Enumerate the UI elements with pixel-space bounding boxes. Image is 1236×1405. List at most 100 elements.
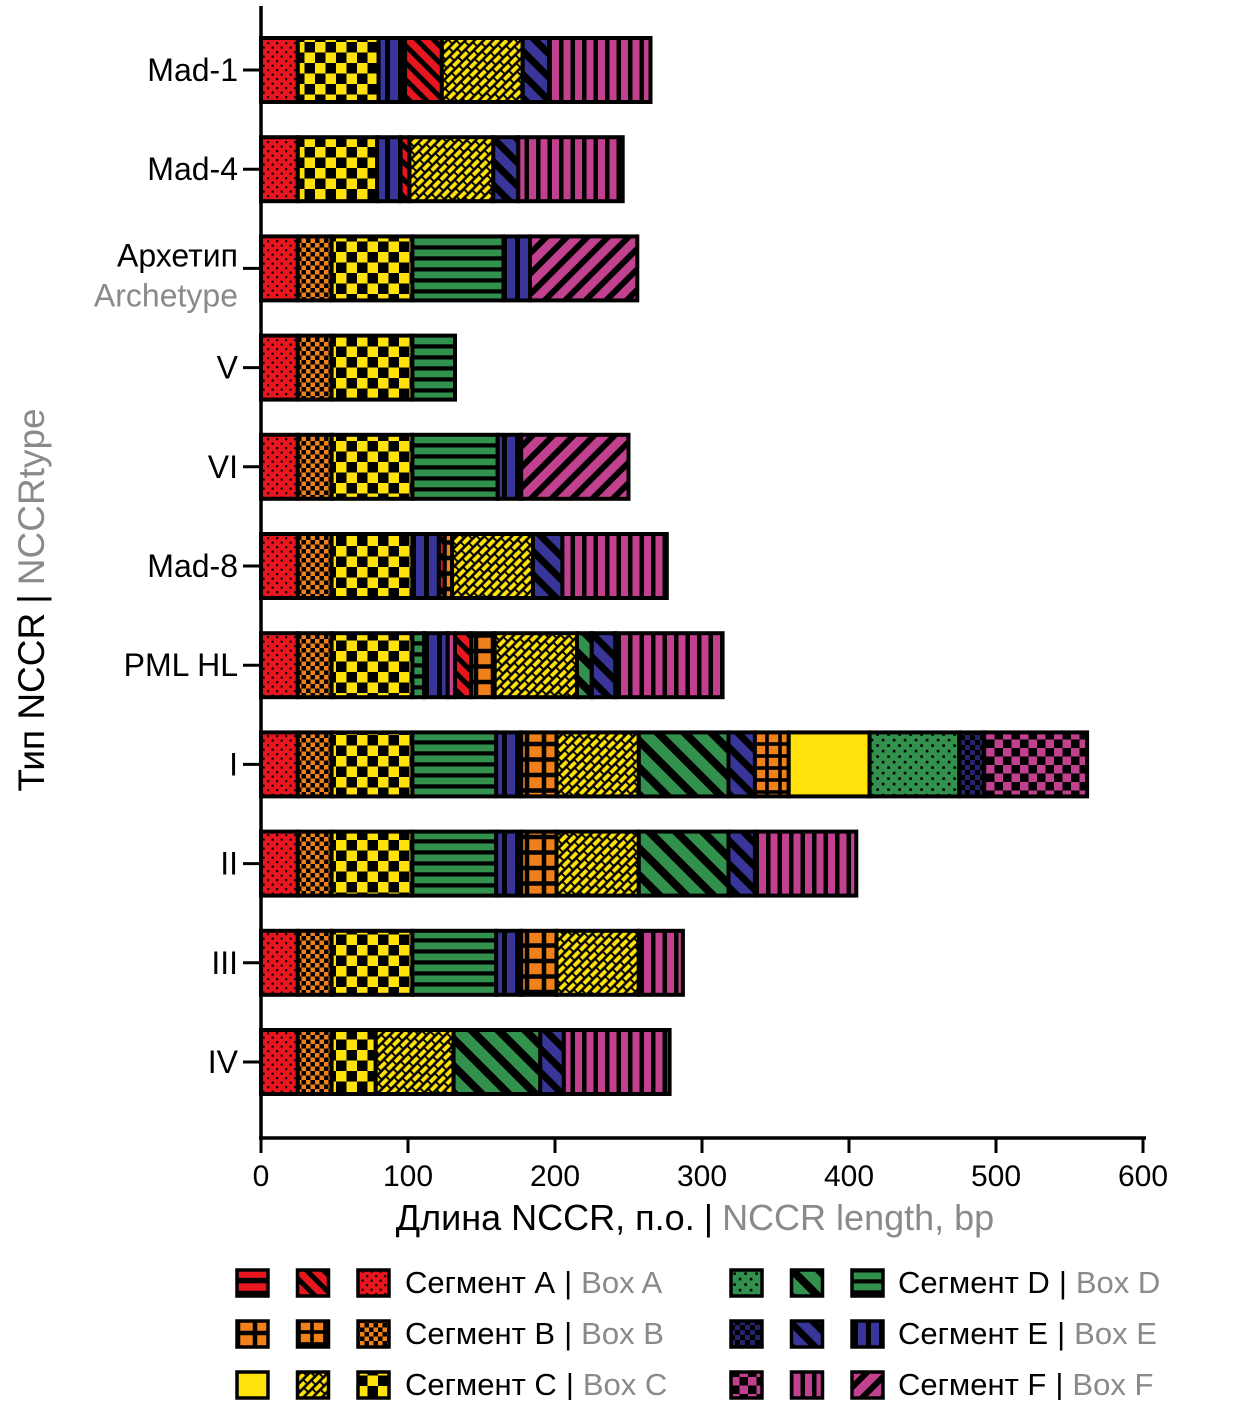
x-axis-title-en: NCCR length, bp xyxy=(722,1197,994,1238)
bar-segment-box-b xyxy=(295,234,334,303)
bar-segment-box-a xyxy=(259,1028,300,1096)
bar-segment-box-b xyxy=(295,1028,334,1096)
y-axis-title-sep: | xyxy=(11,594,52,604)
x-axis-title: Длина NCCR, п.о. | NCCR length, bp xyxy=(396,1197,994,1238)
bar-segment-box-c xyxy=(373,1028,456,1096)
legend-swatch-a-diag xyxy=(295,1268,331,1298)
bar-segment-box-c xyxy=(554,928,641,997)
bar-segment-box-c xyxy=(329,829,415,898)
bar-row xyxy=(259,333,457,402)
bar-segment-box-e xyxy=(531,532,565,600)
bar-segment-box-e xyxy=(376,36,408,104)
bar-segment-box-c xyxy=(295,36,381,104)
legend-label-box-d: Сегмент D | Box D xyxy=(898,1265,1160,1300)
bar-segment-box-e xyxy=(726,829,757,898)
row-label-secondary: Archetype xyxy=(94,277,238,313)
bar-segment-box-b xyxy=(295,829,334,898)
bar-row xyxy=(259,36,653,104)
bar-segment-box-a xyxy=(259,829,300,898)
legend-label-box-d-sep: | xyxy=(1059,1265,1067,1300)
legend-label-box-b-sep: | xyxy=(564,1316,572,1351)
legend-swatch-e-diag xyxy=(789,1319,825,1349)
row-label: II xyxy=(220,846,238,882)
legend-label-box-c-ru: Сегмент C xyxy=(405,1367,557,1400)
row-label: III xyxy=(211,945,238,981)
bar-row xyxy=(259,532,669,600)
bar-segment-box-f xyxy=(560,532,669,600)
legend-swatch-f-checker xyxy=(729,1370,764,1400)
legend-swatch-e-checker xyxy=(729,1319,764,1349)
bar-segment-box-b xyxy=(295,928,334,997)
x-tick-label: 100 xyxy=(383,1160,433,1193)
bar-segment-box-d xyxy=(410,333,457,402)
bar-segment-box-b xyxy=(519,730,559,799)
bar-segment-box-e xyxy=(957,730,987,799)
bar-segment-box-b xyxy=(295,333,334,402)
bar-segment-box-e xyxy=(538,1028,566,1096)
bar-segment-box-f xyxy=(547,36,653,104)
bar-segment-box-d xyxy=(410,432,500,501)
bar-row xyxy=(259,928,685,997)
bar-segment-box-d xyxy=(410,730,499,799)
bar-segment-box-f xyxy=(519,432,631,501)
bar-row xyxy=(259,829,859,898)
bars-layer xyxy=(259,36,1090,1096)
x-ticks: 0 100 200 300 400 500 600 xyxy=(253,1138,1168,1193)
bar-segment-box-b xyxy=(295,432,334,501)
bar-segment-box-e xyxy=(491,135,521,204)
bar-segment-box-c xyxy=(786,730,872,799)
legend-swatch-c-checker xyxy=(356,1370,391,1400)
legend-label-box-a-sep: | xyxy=(564,1265,572,1300)
legend-label-box-e-en: Box E xyxy=(1074,1316,1157,1351)
legend-swatch-d-dots xyxy=(729,1268,764,1298)
legend-swatch-b-grid2 xyxy=(295,1319,331,1349)
legend-label-box-b-en: Box B xyxy=(581,1316,664,1351)
bar-row xyxy=(259,631,725,700)
row-label: VI xyxy=(208,449,238,485)
row-label: Mad-1 xyxy=(147,52,238,88)
bar-segment-box-e xyxy=(494,829,524,898)
bar-segment-box-d xyxy=(636,730,731,799)
legend-label-box-e-sep: | xyxy=(1057,1316,1065,1351)
bar-segment-box-a xyxy=(259,928,300,997)
bar-segment-box-f xyxy=(636,928,685,997)
bar-segment-box-f xyxy=(982,730,1090,799)
bar-segment-box-b xyxy=(519,829,559,898)
bar-segment-box-c xyxy=(439,36,525,104)
legend-label-box-a-ru: Сегмент A xyxy=(405,1265,555,1300)
y-axis-title: Тип NCCR | NCCRtype xyxy=(11,408,52,791)
legend-label-box-b: Сегмент B | Box B xyxy=(405,1316,664,1351)
bar-segment-box-a xyxy=(403,36,444,104)
legend-swatch-e-vstripes xyxy=(850,1319,885,1349)
x-tick-label: 300 xyxy=(677,1160,727,1193)
bar-segment-box-b xyxy=(752,730,791,799)
bar-segment-box-f xyxy=(528,234,640,303)
x-tick-label: 400 xyxy=(824,1160,874,1193)
bar-row xyxy=(259,730,1090,799)
bar-row xyxy=(259,1028,672,1096)
bar-segment-box-c xyxy=(329,631,415,700)
bar-segment-box-f xyxy=(516,135,625,204)
legend-label-box-c: Сегмент C | Box C xyxy=(405,1367,667,1400)
bar-segment-box-c xyxy=(329,234,415,303)
bar-segment-box-e xyxy=(726,730,757,799)
bar-segment-box-e xyxy=(589,631,618,700)
bar-segment-box-d xyxy=(636,829,731,898)
legend-swatch-f-vstripes xyxy=(789,1370,825,1400)
legend-label-box-d-ru: Сегмент D xyxy=(898,1265,1050,1300)
bar-row xyxy=(259,432,631,501)
bar-segment-box-f xyxy=(561,1028,672,1096)
row-label: V xyxy=(217,350,239,386)
legend-swatch-d-diag xyxy=(789,1268,825,1298)
row-label: I xyxy=(229,746,238,782)
legend-swatch-f-diag xyxy=(850,1370,885,1400)
bar-segment-box-a xyxy=(259,135,300,204)
bar-row xyxy=(259,234,640,303)
bar-segment-box-d xyxy=(575,631,594,700)
bar-segment-box-c xyxy=(329,532,415,600)
bar-segment-box-c xyxy=(329,333,415,402)
legend-swatch-a-hstripes xyxy=(235,1268,270,1298)
bar-segment-box-c xyxy=(329,432,415,501)
